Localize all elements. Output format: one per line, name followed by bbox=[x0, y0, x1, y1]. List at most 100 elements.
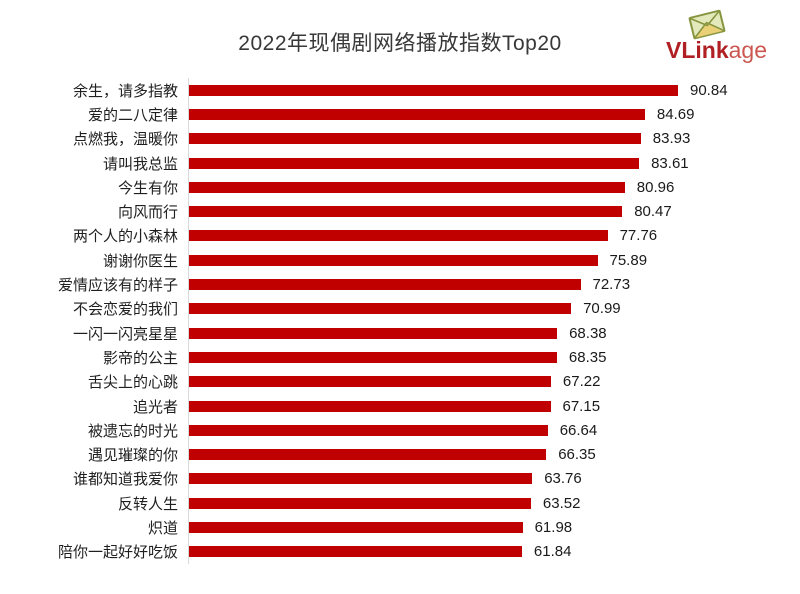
chart-row: 陪你一起好好吃饭 61.84 bbox=[0, 539, 800, 564]
category-label: 向风而行 bbox=[117, 204, 178, 222]
chart-row: 爱的二八定律 84.69 bbox=[0, 102, 800, 127]
category-label: 谁都知道我爱你 bbox=[72, 471, 178, 489]
category-label: 被遗忘的时光 bbox=[87, 422, 178, 440]
bar-track: 80.47 bbox=[188, 199, 800, 224]
bar-track: 61.98 bbox=[188, 515, 800, 540]
value-label: 70.99 bbox=[583, 300, 621, 318]
bar bbox=[189, 327, 558, 339]
bar-track: 66.35 bbox=[188, 442, 800, 467]
bar-track: 70.99 bbox=[188, 296, 800, 321]
category-label: 炽道 bbox=[147, 519, 178, 537]
bar bbox=[189, 351, 557, 363]
category-label: 爱的二八定律 bbox=[87, 106, 178, 124]
bar-track: 83.93 bbox=[188, 126, 800, 151]
value-label: 80.96 bbox=[636, 178, 675, 196]
value-label: 68.35 bbox=[568, 348, 607, 366]
bar bbox=[189, 108, 645, 120]
category-label: 一闪一闪亮星星 bbox=[72, 325, 178, 343]
chart-row: 请叫我总监 83.61 bbox=[0, 150, 800, 176]
chart-row: 谢谢你医生 75.89 bbox=[0, 248, 800, 273]
envelope-icon bbox=[688, 9, 726, 40]
chart-row: 炽道 61.98 bbox=[0, 515, 800, 540]
bar bbox=[189, 400, 551, 412]
category-label: 请叫我总监 bbox=[102, 155, 178, 173]
bar-track: 75.89 bbox=[188, 248, 800, 273]
value-label: 84.69 bbox=[656, 105, 695, 123]
bar bbox=[189, 376, 551, 388]
vlinkage-logo: VLinkage bbox=[666, 9, 788, 62]
value-label: 66.35 bbox=[558, 446, 596, 464]
bar bbox=[189, 449, 547, 461]
bar bbox=[189, 254, 598, 266]
chart-row: 追光者 67.15 bbox=[0, 393, 800, 419]
value-label: 75.89 bbox=[609, 251, 648, 269]
bar bbox=[189, 546, 522, 558]
bar bbox=[189, 473, 533, 485]
bar-track: 61.84 bbox=[188, 539, 800, 564]
bar bbox=[189, 303, 572, 315]
bar bbox=[189, 84, 678, 96]
chart-row: 不会恋爱的我们 70.99 bbox=[0, 296, 800, 321]
category-label: 陪你一起好好吃饭 bbox=[57, 544, 178, 562]
chart-rows: 余生，请多指教 90.84 爱的二八定律 84.69 点燃我，温暖你 83.93 请叫我总监… bbox=[0, 78, 800, 564]
bar bbox=[189, 181, 625, 193]
chart-row: 谁都知道我爱你 63.76 bbox=[0, 466, 800, 492]
bar bbox=[189, 279, 581, 291]
category-label: 遇见璀璨的你 bbox=[87, 447, 178, 465]
bar-track: 63.76 bbox=[188, 466, 800, 492]
category-label: 谢谢你医生 bbox=[102, 252, 178, 270]
category-label: 爱情应该有的样子 bbox=[57, 277, 178, 295]
value-label: 90.84 bbox=[690, 81, 728, 99]
chart-row: 点燃我，温暖你 83.93 bbox=[0, 126, 800, 151]
bar bbox=[189, 521, 523, 533]
value-label: 72.73 bbox=[592, 276, 631, 294]
bar-track: 67.15 bbox=[188, 393, 800, 419]
value-label: 77.76 bbox=[619, 227, 658, 245]
value-label: 63.76 bbox=[544, 470, 582, 488]
value-label: 83.93 bbox=[652, 130, 691, 148]
bar bbox=[189, 497, 531, 509]
bar bbox=[189, 230, 608, 242]
category-label: 余生，请多指教 bbox=[72, 82, 178, 100]
chart-row: 两个人的小森林 77.76 bbox=[0, 223, 800, 249]
category-label: 舌尖上的心跳 bbox=[87, 374, 178, 392]
category-label: 点燃我，温暖你 bbox=[72, 131, 178, 149]
logo-text-bold: VLink bbox=[666, 37, 729, 63]
category-label: 不会恋爱的我们 bbox=[72, 301, 178, 319]
bar-track: 90.84 bbox=[188, 78, 800, 103]
value-label: 67.15 bbox=[562, 397, 601, 415]
chart-row: 爱情应该有的样子 72.73 bbox=[0, 272, 800, 297]
logo-text-light: age bbox=[728, 37, 767, 63]
chart-row: 遇见璀璨的你 66.35 bbox=[0, 442, 800, 467]
bar-track: 66.64 bbox=[188, 418, 800, 443]
category-label: 今生有你 bbox=[117, 179, 178, 197]
value-label: 63.52 bbox=[542, 494, 581, 512]
logo-text: VLinkage bbox=[666, 38, 767, 62]
bar bbox=[189, 206, 623, 218]
value-label: 66.64 bbox=[559, 421, 598, 439]
bar bbox=[189, 157, 640, 169]
value-label: 61.98 bbox=[534, 518, 573, 536]
chart-row: 今生有你 80.96 bbox=[0, 175, 800, 200]
category-label: 两个人的小森林 bbox=[72, 228, 178, 246]
bar-track: 84.69 bbox=[188, 102, 800, 127]
bar-chart: 余生，请多指教 90.84 爱的二八定律 84.69 点燃我，温暖你 83.93 请叫我总监… bbox=[0, 78, 800, 564]
bar-track: 67.22 bbox=[188, 369, 800, 394]
bar-track: 63.52 bbox=[188, 491, 800, 516]
bar-track: 80.96 bbox=[188, 175, 800, 200]
chart-row: 向风而行 80.47 bbox=[0, 199, 800, 224]
chart-row: 一闪一闪亮星星 68.38 bbox=[0, 320, 800, 346]
value-label: 61.84 bbox=[533, 543, 572, 561]
chart-title: 2022年现偶剧网络播放指数Top20 bbox=[238, 32, 562, 55]
bar-track: 83.61 bbox=[188, 150, 800, 176]
value-label: 83.61 bbox=[651, 154, 689, 172]
value-label: 67.22 bbox=[562, 373, 601, 391]
bar-track: 77.76 bbox=[188, 223, 800, 249]
value-label: 80.47 bbox=[634, 203, 672, 221]
bar bbox=[189, 424, 548, 436]
chart-row: 余生，请多指教 90.84 bbox=[0, 78, 800, 103]
category-label: 反转人生 bbox=[117, 495, 178, 513]
chart-row: 舌尖上的心跳 67.22 bbox=[0, 369, 800, 394]
bar-track: 72.73 bbox=[188, 272, 800, 297]
